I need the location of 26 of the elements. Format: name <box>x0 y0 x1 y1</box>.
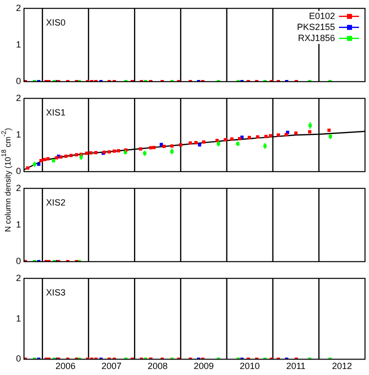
y-tick-label: 0 <box>16 76 21 86</box>
text: XIS2 <box>46 197 66 208</box>
x-tick-label: 2009 <box>194 361 214 372</box>
text: XIS0 <box>46 17 66 28</box>
x-tick-label: 2006 <box>55 361 76 372</box>
y-tick-label: 1 <box>16 219 21 230</box>
x-tick-label: 2010 <box>240 361 260 372</box>
y-tick-label: 0 <box>16 354 21 364</box>
y-tick-label: 0 <box>16 166 21 176</box>
y-tick-label: 1 <box>16 129 21 140</box>
text: XIS1 <box>46 107 66 118</box>
text: XIS3 <box>46 287 66 298</box>
x-tick-label: 2007 <box>102 361 122 372</box>
y-tick-label: 1 <box>16 39 21 50</box>
y-tick-label: 2 <box>16 2 21 13</box>
legend-label: RXJ1856 <box>298 32 335 43</box>
x-tick-label: 2012 <box>332 361 352 372</box>
y-tick-label: 0 <box>16 256 21 266</box>
y-tick-label: 1 <box>16 313 21 324</box>
legend-label: E0102 <box>308 10 335 21</box>
legend-label: PKS2155 <box>296 22 335 32</box>
y-tick-label: 2 <box>16 182 21 193</box>
x-tick-label: 2011 <box>286 361 306 372</box>
y-tick-label: 2 <box>16 92 21 103</box>
x-tick-label: 2008 <box>148 361 168 372</box>
y-tick-label: 2 <box>16 272 21 283</box>
